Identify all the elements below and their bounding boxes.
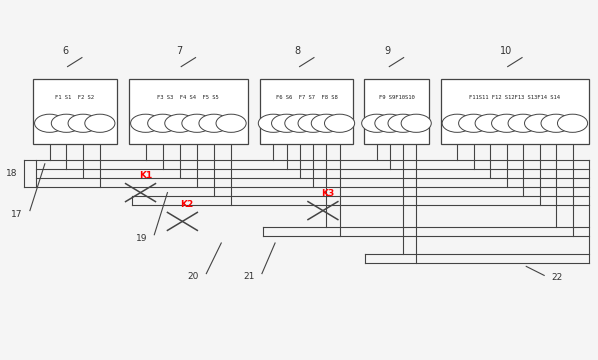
Text: K1: K1 <box>139 171 152 180</box>
Circle shape <box>475 114 505 132</box>
Circle shape <box>312 114 341 132</box>
Text: 22: 22 <box>551 274 563 282</box>
Circle shape <box>298 114 328 132</box>
Text: 21: 21 <box>243 272 255 281</box>
Text: 20: 20 <box>188 272 199 281</box>
Text: 19: 19 <box>136 234 147 243</box>
Circle shape <box>285 114 315 132</box>
Bar <box>364 79 429 144</box>
Circle shape <box>148 114 178 132</box>
Circle shape <box>442 114 472 132</box>
Circle shape <box>325 114 355 132</box>
Circle shape <box>524 114 555 132</box>
Circle shape <box>216 114 246 132</box>
Circle shape <box>258 114 288 132</box>
Text: 6: 6 <box>63 46 69 56</box>
Circle shape <box>492 114 521 132</box>
Text: 8: 8 <box>295 46 301 56</box>
Text: F6 S6  F7 S7  F8 S8: F6 S6 F7 S7 F8 S8 <box>276 95 337 100</box>
Circle shape <box>85 114 115 132</box>
Text: 17: 17 <box>11 210 23 219</box>
Text: K3: K3 <box>321 189 334 198</box>
Bar <box>33 79 117 144</box>
Text: K2: K2 <box>181 200 194 209</box>
Text: F9 S9F10S10: F9 S9F10S10 <box>379 95 414 100</box>
Circle shape <box>388 114 418 132</box>
Circle shape <box>51 114 81 132</box>
Bar <box>129 79 248 144</box>
Text: 9: 9 <box>385 46 390 56</box>
Circle shape <box>541 114 571 132</box>
Bar <box>441 79 589 144</box>
Text: F1 S1  F2 S2: F1 S1 F2 S2 <box>55 95 94 100</box>
Text: 18: 18 <box>7 169 18 178</box>
Text: F11S11 F12 S12F13 S13F14 S14: F11S11 F12 S12F13 S13F14 S14 <box>469 95 560 100</box>
Circle shape <box>375 114 405 132</box>
Circle shape <box>35 114 65 132</box>
Circle shape <box>68 114 98 132</box>
Circle shape <box>130 114 161 132</box>
Circle shape <box>508 114 538 132</box>
Bar <box>260 79 353 144</box>
Text: 7: 7 <box>176 46 182 56</box>
Circle shape <box>557 114 588 132</box>
Circle shape <box>199 114 229 132</box>
Text: F3 S3  F4 S4  F5 S5: F3 S3 F4 S4 F5 S5 <box>157 95 219 100</box>
Circle shape <box>362 114 392 132</box>
Text: 10: 10 <box>500 46 512 56</box>
Circle shape <box>401 114 431 132</box>
Circle shape <box>165 114 195 132</box>
Circle shape <box>182 114 212 132</box>
Circle shape <box>271 114 301 132</box>
Circle shape <box>459 114 489 132</box>
